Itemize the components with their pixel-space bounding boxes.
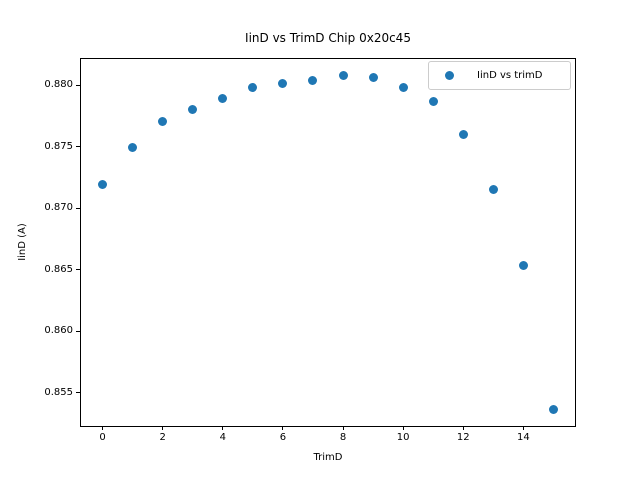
x-tick	[342, 426, 344, 430]
scatter-point	[278, 79, 288, 89]
legend-marker-icon	[445, 71, 454, 80]
x-tick-label: 8	[339, 432, 347, 443]
scatter-point	[188, 105, 198, 115]
y-tick	[76, 392, 80, 394]
scatter-point	[248, 83, 258, 93]
x-tick-label: 2	[159, 432, 166, 443]
scatter-point	[458, 129, 468, 139]
y-tick-label: 0.875	[44, 140, 73, 152]
x-tick-label: 6	[279, 432, 287, 443]
y-tick	[76, 269, 80, 271]
scatter-point	[158, 117, 168, 127]
plot-area: 0 2 4 6 8 10 12 14 0.855 0.860 0.865 0.870 0.875 0.88…	[44, 58, 576, 443]
x-tick-label: 12	[456, 432, 470, 443]
scatter-point	[338, 70, 348, 80]
x-tick	[402, 426, 404, 430]
scatter-point	[488, 185, 498, 195]
y-tick-label: 0.880	[44, 79, 73, 91]
y-tick-label: 0.870	[44, 202, 73, 214]
y-axis-label: IinD (A)	[17, 223, 28, 261]
scatter-point	[428, 96, 438, 106]
x-tick-label: 14	[517, 432, 530, 443]
y-tick-label: 0.860	[44, 325, 73, 337]
y-tick-label: 0.855	[44, 386, 73, 398]
x-tick	[162, 426, 164, 430]
x-axis-label: TrimD	[313, 452, 343, 463]
legend-label: IinD vs trimD	[477, 70, 543, 81]
y-tick	[76, 84, 80, 86]
x-tick-label: 10	[396, 432, 410, 443]
x-tick	[102, 426, 104, 430]
x-tick-label: 4	[219, 432, 226, 443]
scatter-point	[518, 261, 528, 271]
y-tick	[76, 207, 80, 209]
scatter-point	[128, 143, 138, 153]
legend: IinD vs trimD	[428, 61, 571, 90]
scatter-point	[308, 75, 318, 85]
scatter-point	[98, 180, 108, 190]
y-tick	[76, 146, 80, 148]
scatter-point	[218, 94, 228, 104]
scatter-point	[548, 405, 558, 415]
scatter-point	[398, 83, 408, 93]
x-tick-label: 0	[99, 432, 106, 443]
scatter-point	[368, 73, 378, 83]
x-tick	[222, 426, 224, 430]
y-tick-label: 0.865	[44, 263, 73, 275]
x-tick	[282, 426, 284, 430]
plot-border	[80, 58, 576, 427]
x-tick	[522, 426, 524, 430]
chart-title: IinD vs TrimD Chip 0x20c45	[245, 31, 411, 45]
y-tick	[76, 330, 80, 332]
x-tick	[462, 426, 464, 430]
